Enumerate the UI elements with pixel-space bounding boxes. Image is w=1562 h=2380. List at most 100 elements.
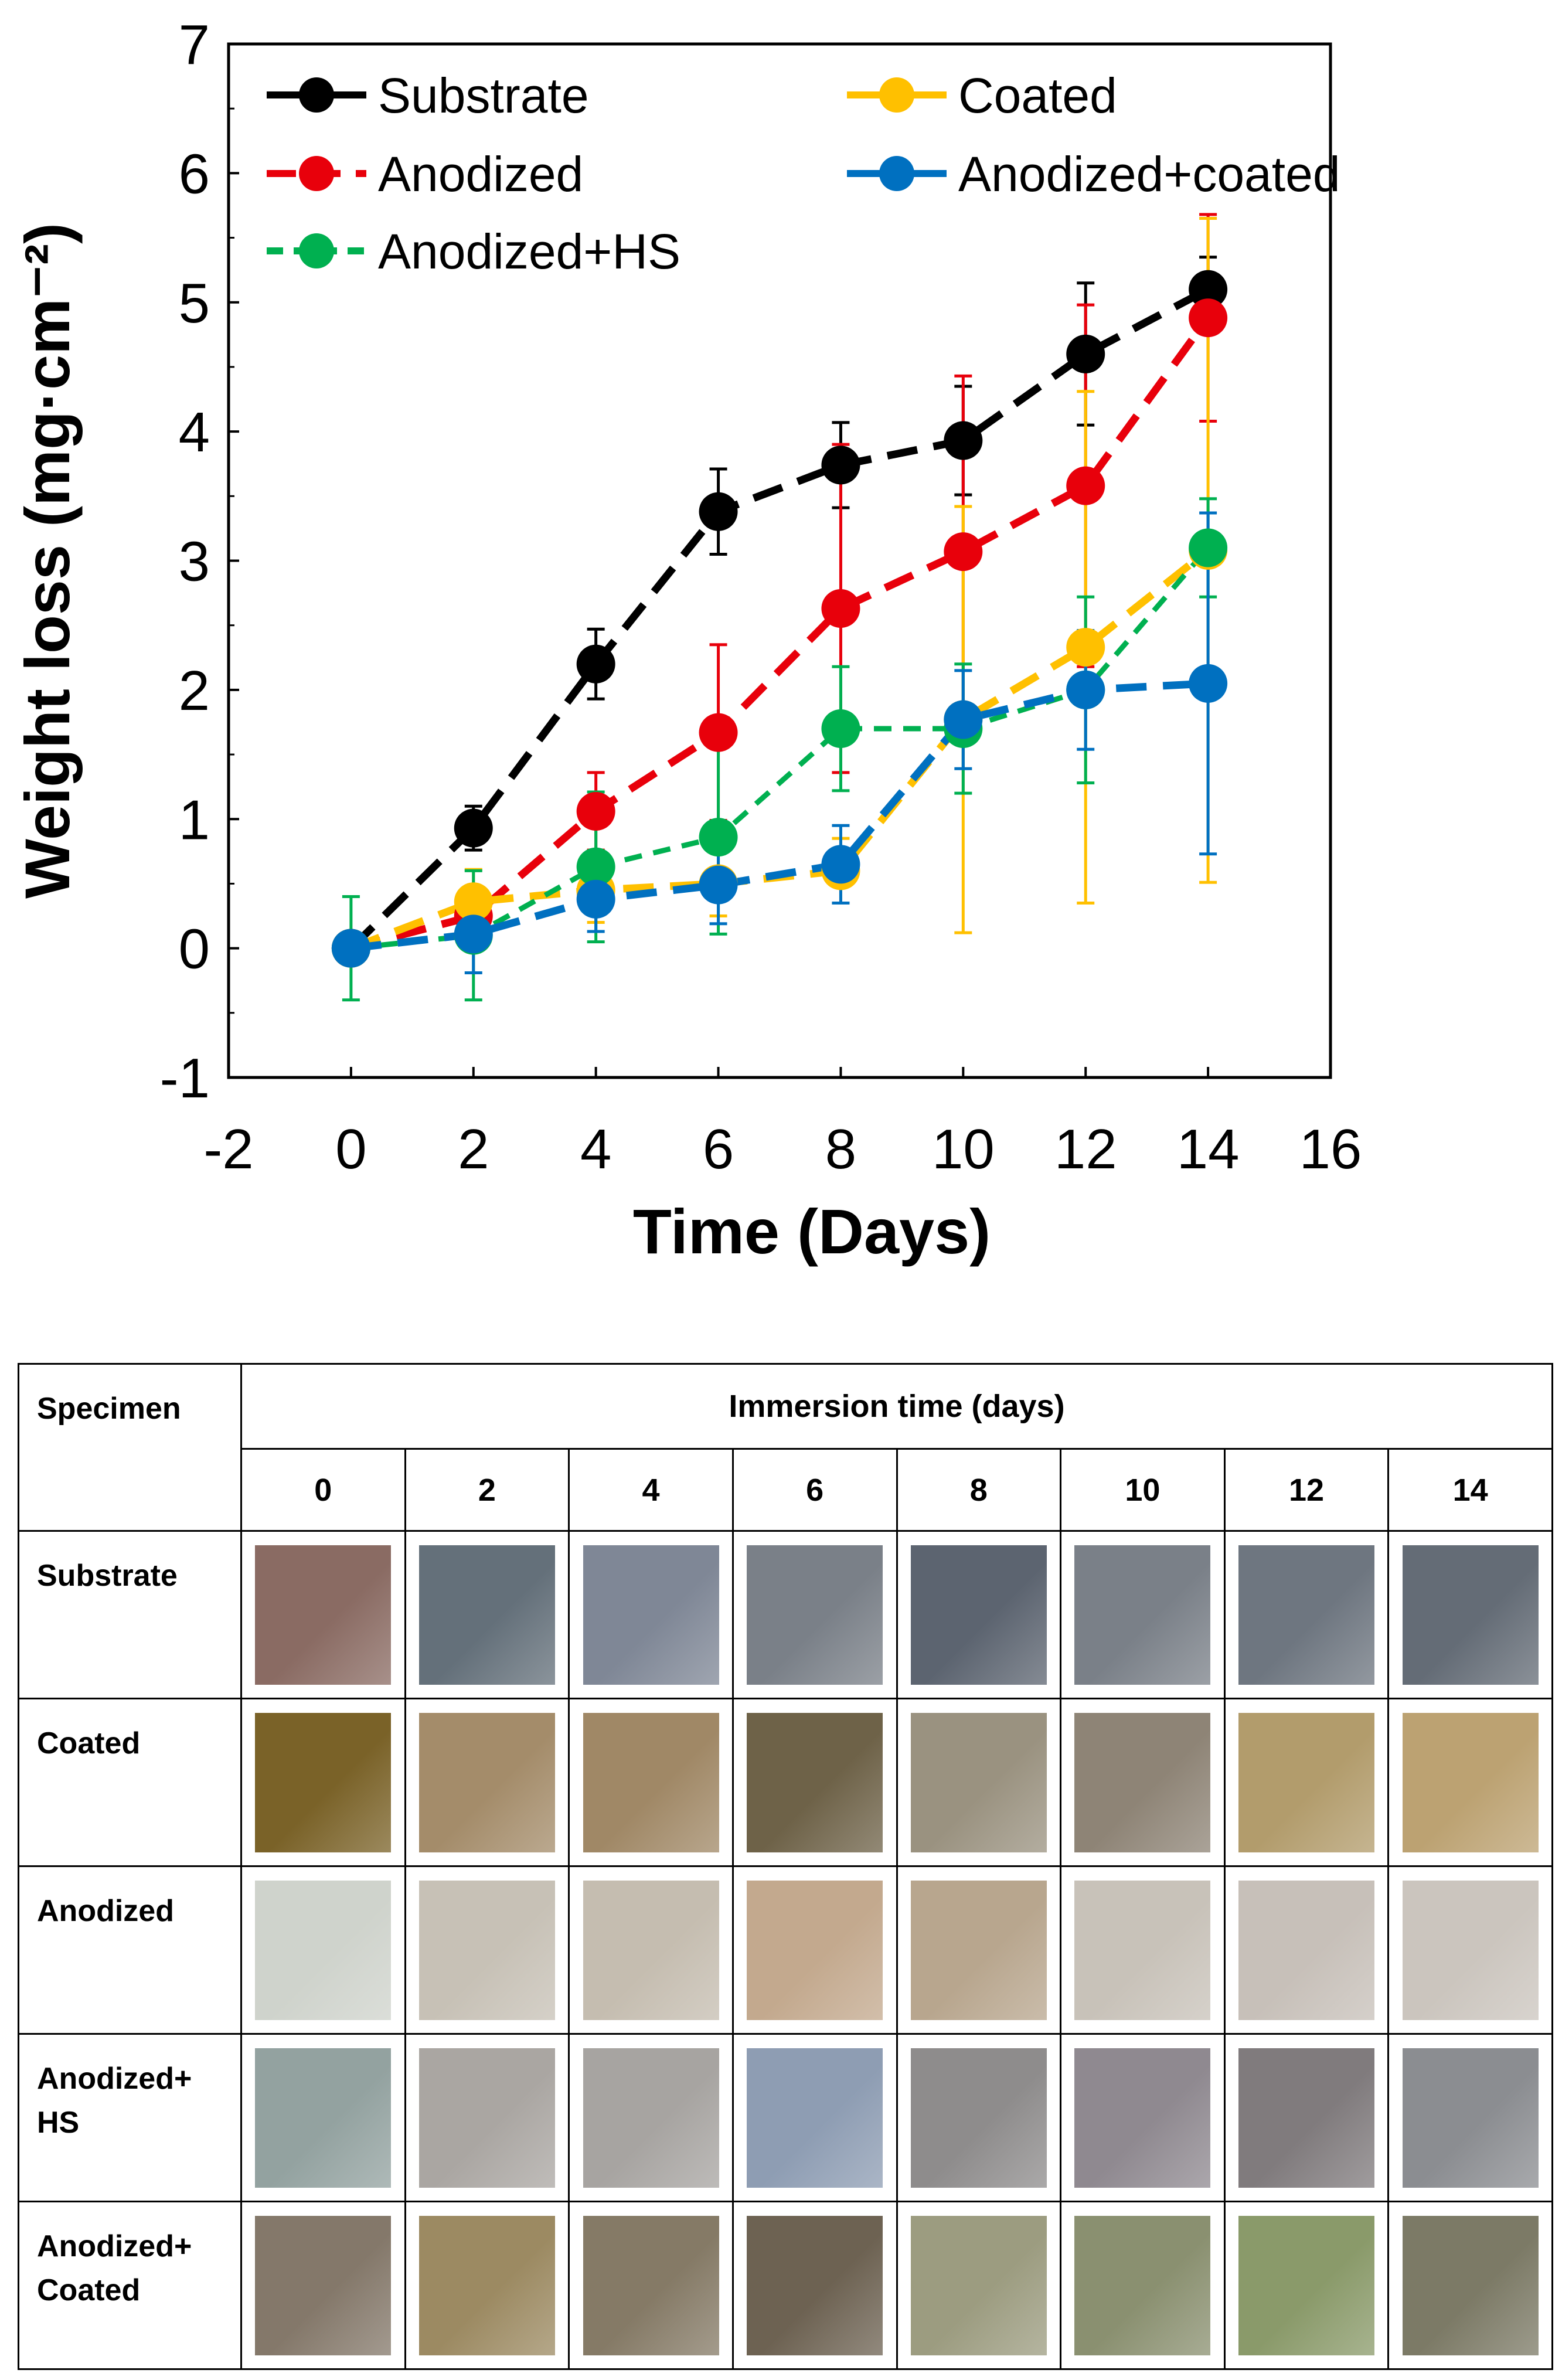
specimen-photo (418, 1712, 555, 1852)
specimen-photo (1074, 1545, 1211, 1685)
specimen-photo (910, 2048, 1047, 2188)
data-point (1066, 334, 1105, 373)
specimen-photo-cell (404, 1698, 570, 1867)
specimen-photo-cell (1387, 1698, 1553, 1867)
data-point (699, 492, 738, 531)
y-tick-label: 4 (179, 401, 210, 464)
series-line-anodized-hs (350, 546, 1210, 951)
specimen-photo (255, 1712, 392, 1852)
day-header-2: 2 (404, 1448, 570, 1532)
y-axis: -1 0 1 2 3 4 5 6 7 (160, 13, 239, 1110)
specimen-photo (1402, 1880, 1539, 2020)
data-point (576, 644, 615, 684)
specimen-photo-cell (896, 1865, 1062, 2035)
specimen-photo (1402, 2048, 1539, 2188)
day-header-6: 6 (731, 1448, 898, 1532)
specimen-photo-cell (404, 2033, 570, 2202)
legend-marker (879, 156, 914, 191)
legend-marker (299, 233, 334, 268)
specimen-photo-cell (1387, 1530, 1553, 1699)
y-tick-label: 0 (179, 918, 210, 981)
y-tick-label: 3 (179, 531, 210, 593)
data-point (454, 882, 493, 922)
specimen-photo (255, 1545, 392, 1685)
data-point (576, 847, 615, 886)
legend-label: Anodized (378, 147, 583, 202)
table-row: Anodized+ Coated (18, 2201, 1553, 2370)
data-point (821, 589, 860, 628)
specimen-photo-cell (568, 2201, 734, 2370)
specimen-photo-cell (568, 1530, 734, 1699)
data-point (699, 713, 738, 752)
legend-entry-anodized: Anodized (267, 147, 583, 202)
y-tick-label: 2 (179, 659, 210, 722)
legend-label: Anodized+coated (958, 147, 1340, 202)
specimen-photo (1238, 1880, 1375, 2020)
specimen-photo-cell (1223, 2033, 1390, 2202)
specimen-photo-cell (240, 1865, 406, 2035)
specimen-photo-cell (404, 1865, 570, 2035)
specimen-photo-cell (240, 1698, 406, 1867)
data-point (1189, 528, 1228, 567)
table-row: Coated (18, 1698, 1553, 1867)
data-point (699, 818, 738, 857)
specimen-photo-cell (1223, 1530, 1390, 1699)
specimen-photo-table: Specimen Immersion time (days) 0 2 4 6 8 10 12… (18, 1363, 1553, 2370)
specimen-photo (1238, 1712, 1375, 1852)
specimen-photo (583, 1880, 719, 2020)
specimen-photo (910, 1880, 1047, 2020)
x-tick-label: 0 (335, 1118, 366, 1181)
data-point (1066, 628, 1105, 667)
x-axis-label: Time (Days) (633, 1196, 991, 1267)
specimen-header: Specimen (18, 1363, 242, 1532)
specimen-photo (255, 2215, 392, 2355)
x-tick-label: 10 (932, 1118, 995, 1181)
data-point (454, 808, 493, 848)
data-point (821, 709, 860, 748)
legend-entry-substrate: Substrate (267, 68, 589, 123)
specimen-photo-cell (896, 2201, 1062, 2370)
specimen-label: Coated (18, 1698, 242, 1867)
y-axis-label: Weight loss (mg·cm⁻²) (12, 223, 83, 899)
legend-marker (299, 156, 334, 191)
specimen-photo (255, 2048, 392, 2188)
data-point (1189, 664, 1228, 703)
specimen-photo-cell (240, 2201, 406, 2370)
day-header-8: 8 (896, 1448, 1062, 1532)
specimen-photo (1074, 1712, 1211, 1852)
specimen-photo-cell (568, 2033, 734, 2202)
x-tick-label: 12 (1054, 1118, 1117, 1181)
specimen-photo (1402, 2215, 1539, 2355)
specimen-photo-cell (404, 2201, 570, 2370)
legend-entry-anodized-hs: Anodized+HS (267, 224, 680, 279)
y-tick-label: 5 (179, 272, 210, 335)
specimen-photo-cell (1223, 2201, 1390, 2370)
day-header-10: 10 (1060, 1448, 1226, 1532)
specimen-photo (747, 1880, 883, 2020)
x-axis: -2 0 2 4 6 8 10 12 14 16 (203, 1067, 1362, 1181)
specimen-photo-cell (1223, 1865, 1390, 2035)
legend-label: Anodized+HS (378, 224, 680, 279)
y-tick-label: 7 (179, 13, 210, 76)
specimen-label: Anodized+ HS (18, 2033, 242, 2202)
data-series-layer (331, 213, 1228, 1002)
specimen-photo (910, 2215, 1047, 2355)
specimen-photo (583, 2215, 719, 2355)
data-point (1066, 466, 1105, 505)
data-point (576, 792, 615, 831)
specimen-photo-cell (240, 1530, 406, 1699)
specimen-photo (747, 1545, 883, 1685)
specimen-photo-cell (240, 2033, 406, 2202)
specimen-photo (1074, 1880, 1211, 2020)
markers-anodized-coated (331, 664, 1228, 968)
specimen-photo (747, 1712, 883, 1852)
specimen-photo-cell (731, 1530, 898, 1699)
day-header-14: 14 (1387, 1448, 1553, 1532)
specimen-photo-cell (1060, 2033, 1226, 2202)
specimen-photo (910, 1545, 1047, 1685)
data-point (699, 865, 738, 905)
specimen-label: Anodized (18, 1865, 242, 2035)
specimen-photo-cell (731, 1698, 898, 1867)
data-point (454, 914, 493, 954)
